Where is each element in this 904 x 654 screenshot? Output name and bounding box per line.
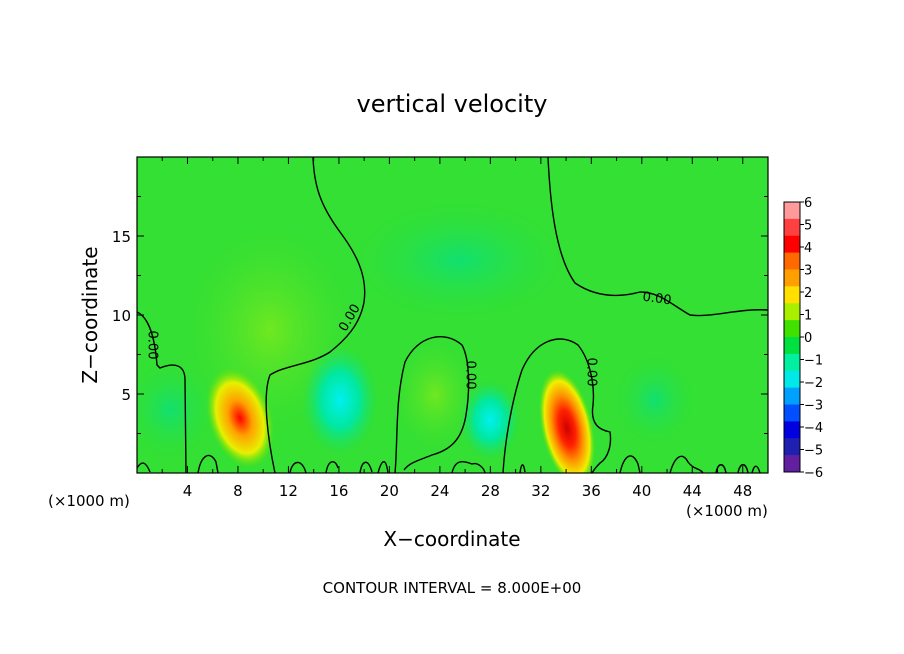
x-tick-label: 32 (531, 482, 550, 500)
x-tick-label: 44 (683, 482, 702, 500)
colorbar-label: −6 (804, 466, 823, 481)
weak-downdraft-region (350, 200, 570, 320)
colorbar-label: −4 (804, 421, 823, 436)
contour-label: 0.00 (145, 331, 160, 360)
x-tick-label: 48 (733, 482, 752, 500)
x-axis-label: X−coordinate (383, 527, 520, 551)
colorbar-swatch (784, 371, 800, 388)
contour-interval-note: CONTOUR INTERVAL = 8.000E+00 (323, 579, 582, 597)
colorbar-swatch (784, 438, 800, 455)
contour-label: 0.00 (584, 358, 599, 387)
colorbar-swatch (784, 286, 800, 303)
y-axis-label: Z−coordinate (78, 246, 102, 383)
downdraft-region (615, 355, 695, 445)
plot-area: 0.000.000.00 0.000.00 (125, 157, 768, 492)
colorbar-label: 0 (804, 331, 812, 346)
x-unit-left: (×1000 m) (48, 492, 130, 510)
x-unit-right: (×1000 m) (686, 502, 768, 520)
colorbar-swatch (784, 421, 800, 438)
x-tick-label: 40 (632, 482, 651, 500)
x-tick-label: 36 (582, 482, 601, 500)
colorbar-swatch (784, 270, 800, 287)
y-tick-label: 15 (112, 228, 131, 246)
y-tick-label: 5 (121, 386, 131, 404)
colorbar-label: −1 (804, 354, 823, 369)
colorbar-swatch (784, 337, 800, 354)
x-tick-label: 12 (279, 482, 298, 500)
x-tick-label: 20 (380, 482, 399, 500)
colorbar-label: 1 (804, 309, 812, 324)
x-tick-label: 24 (430, 482, 449, 500)
x-tick-label: 16 (329, 482, 348, 500)
colorbar-swatch (784, 202, 800, 219)
colorbar-swatch (784, 455, 800, 472)
x-tick-label: 28 (481, 482, 500, 500)
colorbar-label: −5 (804, 444, 823, 459)
colorbar-label: −3 (804, 399, 823, 414)
x-tick-label: 8 (233, 482, 243, 500)
colorbar-swatch (784, 405, 800, 422)
colorbar: 6 5 4 3 2 1 0 −1 −2 −3 −4 −5 −6 (784, 196, 823, 481)
colorbar-label: 2 (804, 286, 812, 301)
chart-title: vertical velocity (357, 90, 548, 118)
colorbar-label: 4 (804, 241, 812, 256)
colorbar-label: 6 (804, 196, 812, 211)
weak-downdraft-region (125, 360, 215, 460)
colorbar-label: 5 (804, 219, 812, 234)
contour-label: 0.00 (463, 361, 478, 390)
colorbar-swatch (784, 388, 800, 405)
colorbar-swatch (784, 253, 800, 270)
colorbar-label: 3 (804, 264, 812, 279)
colorbar-swatch (784, 303, 800, 320)
colorbar-swatch (784, 219, 800, 236)
colorbar-swatch (784, 320, 800, 337)
colorbar-swatch (784, 236, 800, 253)
x-tick-label: 4 (183, 482, 193, 500)
y-tick-label: 10 (112, 307, 131, 325)
colorbar-label: −2 (804, 376, 823, 391)
downdraft-region (302, 345, 378, 455)
colorbar-swatch (784, 354, 800, 371)
